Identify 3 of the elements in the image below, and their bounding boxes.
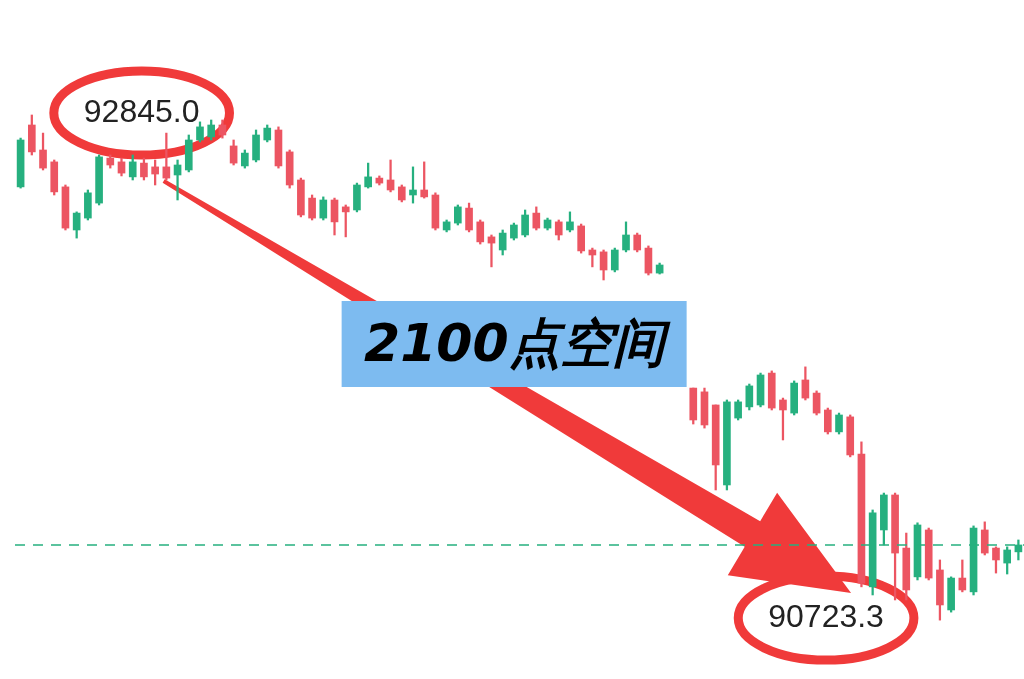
annotation: 90723.3 <box>768 597 884 634</box>
annotation: 92845.0 <box>83 92 200 129</box>
annotation: 2100点空间 <box>341 301 687 388</box>
